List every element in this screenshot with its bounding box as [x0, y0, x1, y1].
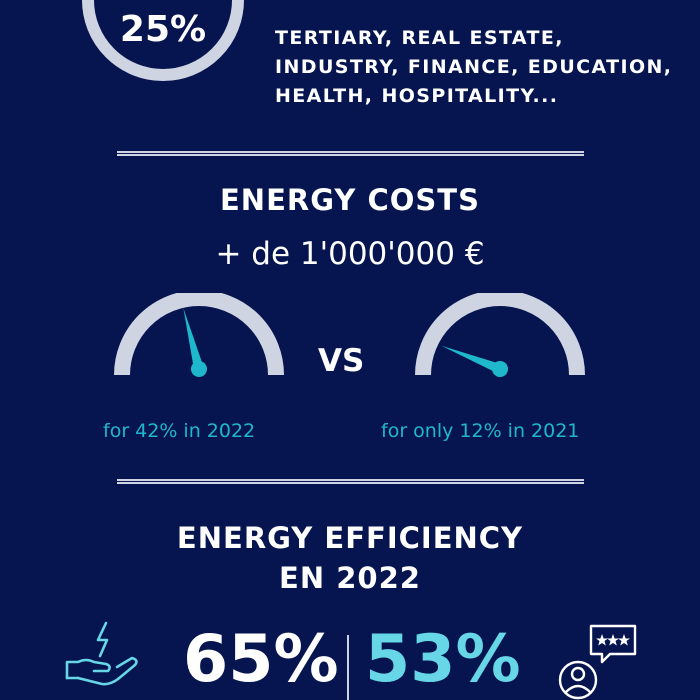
- sectors-line: HEALTH, HOSPITALITY...: [275, 85, 559, 107]
- stat-divider: [347, 635, 349, 700]
- sectors-list: TERTIARY, REAL ESTATE, INDUSTRY, FINANCE…: [275, 24, 672, 111]
- divider: [117, 479, 584, 484]
- hand-lightning-icon: [65, 621, 138, 686]
- sectors-line: TERTIARY, REAL ESTATE,: [275, 27, 564, 49]
- ring-percent-label: 25%: [119, 9, 207, 50]
- percentage-ring: [82, 0, 244, 81]
- gauge-2021: [415, 293, 585, 377]
- efficiency-stat-65: 65%: [183, 622, 339, 697]
- sectors-line: INDUSTRY, FINANCE, EDUCATION,: [275, 56, 673, 78]
- user-rating-stars-icon: [558, 624, 637, 700]
- gauge-needle: [183, 307, 207, 377]
- efficiency-stat-53: 53%: [365, 622, 521, 697]
- gauge-2022-caption: for 42% in 2022: [103, 420, 256, 442]
- vs-label: VS: [318, 343, 365, 379]
- divider: [117, 151, 584, 156]
- energy-costs-amount: + de 1'000'000 €: [215, 236, 485, 272]
- energy-efficiency-title-line: ENERGY EFFICIENCY: [176, 521, 524, 555]
- gauge-2022: [114, 293, 284, 377]
- energy-costs-title: ENERGY COSTS: [220, 183, 480, 217]
- energy-efficiency-title: ENERGY EFFICIENCY EN 2022: [0, 518, 700, 598]
- energy-efficiency-title-line: EN 2022: [279, 561, 421, 595]
- gauge-2021-caption: for only 12% in 2021: [381, 420, 580, 442]
- gauge-needle: [441, 345, 508, 377]
